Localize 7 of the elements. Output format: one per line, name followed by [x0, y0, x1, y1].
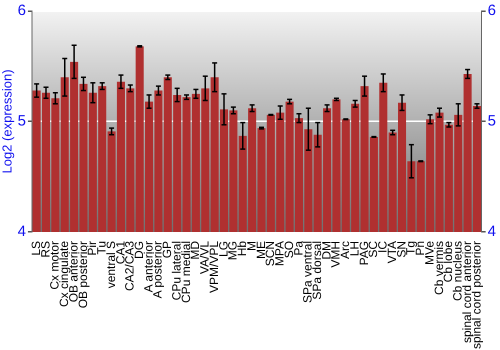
y-tick-label: 5	[18, 112, 26, 130]
y2-tick-label: 4	[488, 223, 496, 240]
y-axis-title: Log2 (expression)	[0, 69, 14, 174]
y2-tick-label: 5	[488, 112, 496, 130]
y-tick-label: 4	[18, 223, 26, 240]
y-tick-label: 6	[18, 2, 26, 20]
y2-tick-label: 6	[488, 2, 496, 20]
